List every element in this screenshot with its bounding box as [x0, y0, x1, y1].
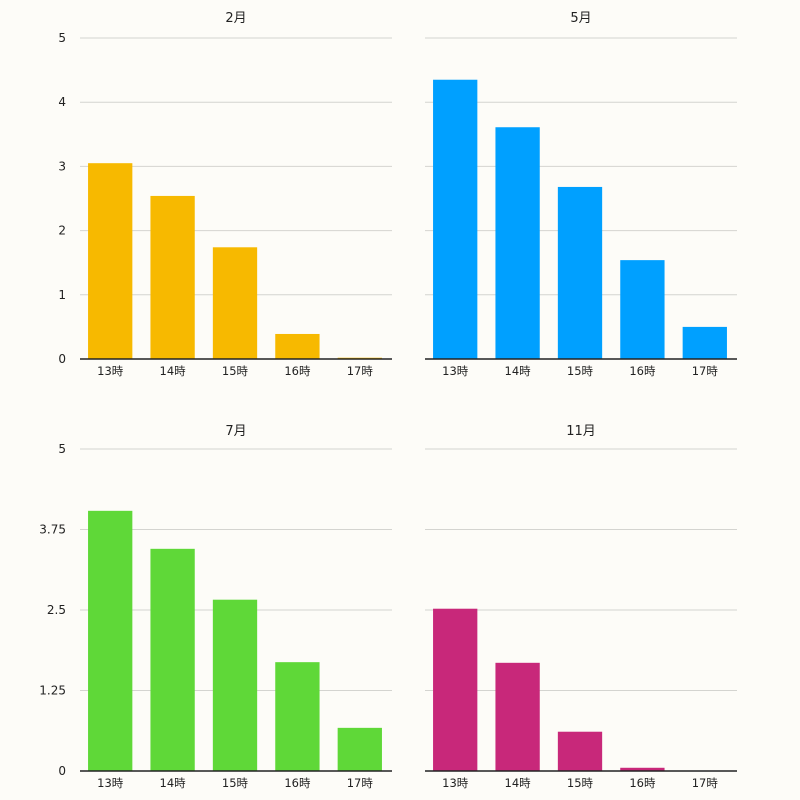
bar-17時 [337, 727, 382, 771]
x-tick-label: 17時 [347, 364, 374, 378]
chart-title: 7月 [225, 424, 246, 439]
bar-14時 [495, 662, 540, 771]
y-tick-label: 3 [58, 159, 66, 173]
x-tick-label: 17時 [692, 776, 719, 790]
y-tick-label: 3.75 [39, 523, 66, 537]
bar-15時 [212, 599, 258, 771]
bar-16時 [620, 260, 665, 359]
x-tick-label: 13時 [442, 776, 469, 790]
y-tick-label: 0 [58, 764, 66, 778]
bar-16時 [620, 767, 665, 771]
x-tick-label: 15時 [567, 776, 594, 790]
bar-16時 [275, 662, 320, 771]
x-tick-label: 13時 [442, 364, 469, 378]
y-tick-label: 1 [58, 288, 66, 302]
y-tick-label: 0 [58, 352, 66, 366]
x-tick-label: 13時 [97, 364, 124, 378]
bar-13時 [433, 79, 478, 359]
chart-panel-2: 5月 13時 14時 15時 16時 17時 [425, 11, 737, 378]
x-tick-label: 17時 [347, 776, 374, 790]
chart-title: 2月 [225, 11, 246, 26]
bar-14時 [150, 548, 195, 771]
x-tick-label: 15時 [222, 776, 249, 790]
bar-16時 [275, 333, 320, 359]
y-tick-label: 5 [58, 31, 66, 45]
bar-13時 [88, 163, 133, 359]
x-tick-label: 15時 [567, 364, 594, 378]
bar-15時 [212, 247, 258, 359]
x-tick-label: 17時 [692, 364, 719, 378]
x-tick-label: 14時 [505, 776, 532, 790]
y-tick-label: 1.25 [39, 684, 66, 698]
x-tick-label: 16時 [284, 776, 311, 790]
x-tick-label: 16時 [629, 364, 656, 378]
chart-panel-1: 2月 0 1 2 3 4 5 13時 14時 15時 16時 17時 [58, 11, 392, 378]
chart-title: 5月 [570, 11, 591, 26]
bar-14時 [495, 127, 540, 359]
x-tick-label: 16時 [284, 364, 311, 378]
chart-title: 11月 [566, 424, 596, 439]
bar-15時 [557, 731, 603, 771]
x-tick-label: 16時 [629, 776, 656, 790]
y-tick-label: 4 [58, 95, 66, 109]
bar-15時 [557, 186, 603, 359]
y-tick-label: 2.5 [47, 603, 66, 617]
bar-17時 [682, 326, 727, 359]
x-tick-label: 14時 [160, 364, 187, 378]
chart-panel-3: 7月 0 1.25 2.5 3.75 5 13時 14時 15時 16時 17時 [39, 424, 392, 790]
x-tick-label: 15時 [222, 364, 249, 378]
x-tick-label: 14時 [505, 364, 532, 378]
x-tick-label: 13時 [97, 776, 124, 790]
y-tick-label: 5 [58, 442, 66, 456]
bar-13時 [88, 510, 133, 771]
bar-13時 [433, 608, 478, 771]
bar-14時 [150, 195, 195, 359]
y-tick-label: 2 [58, 224, 66, 238]
chart-panel-4: 11月 13時 14時 15時 16時 17時 [425, 424, 737, 790]
x-tick-label: 14時 [160, 776, 187, 790]
